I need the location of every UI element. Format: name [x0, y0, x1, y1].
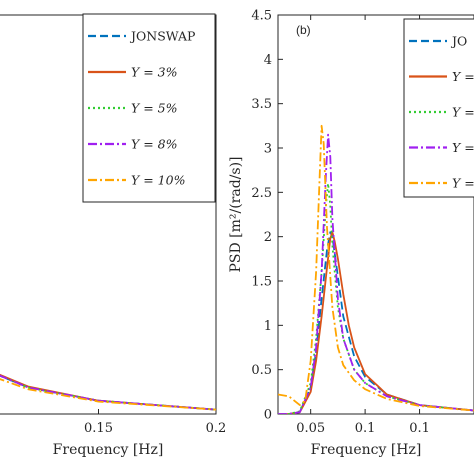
y-tick-label: 1: [264, 319, 272, 334]
x-tick-label: 0.1: [355, 421, 376, 436]
x-axis-title: Frequency [Hz]: [53, 442, 164, 458]
series-group: [0, 373, 216, 411]
x-axis-title: Frequency [Hz]: [311, 442, 422, 458]
axes-box: [277, 14, 474, 415]
legend-label: Y = 10%: [131, 173, 185, 188]
x-tick-label: 0.1: [409, 421, 430, 436]
series-line: [0, 378, 216, 411]
legend-label: Y =: [452, 105, 474, 120]
series-line: [278, 133, 474, 414]
legend-label: Y = 3%: [131, 65, 178, 80]
legend-label: Y =: [452, 140, 474, 155]
panel-label: (b): [296, 23, 311, 37]
series-line: [0, 374, 216, 411]
legend-label: Y =: [452, 176, 474, 191]
legend-label: Y = 8%: [131, 137, 178, 152]
y-tick-label: 2.5: [251, 186, 272, 201]
series-line: [0, 374, 216, 411]
y-tick-label: 0: [264, 408, 272, 423]
y-tick-label: 1.5: [251, 275, 272, 290]
y-tick-label: 4: [264, 53, 272, 68]
y-tick-label: 0.5: [251, 363, 272, 378]
series-group: [278, 124, 474, 414]
x-tick-label: 0.15: [84, 421, 113, 436]
legend-label: Y = 5%: [131, 101, 178, 116]
x-tick-label: 0.05: [296, 421, 325, 436]
legend-label: JO: [450, 34, 467, 49]
series-line: [278, 124, 474, 412]
y-tick-label: 2: [264, 230, 272, 245]
x-tick-label: 0.2: [206, 421, 227, 436]
y-axis-title: PSD [m²/(rad/s)]: [228, 156, 244, 272]
y-tick-label: 4.5: [251, 9, 272, 24]
y-tick-label: 3.5: [251, 97, 272, 112]
series-line: [0, 374, 216, 411]
y-tick-label: 3: [264, 142, 272, 157]
panel-b: 0.05 0.1 0.1 0 0.5 1 1.5 2 2.5 3 3.5 4 4.5 Frequency …: [228, 9, 474, 458]
legend-label: Y =: [452, 69, 474, 84]
axes-box: [0, 14, 217, 415]
series-line: [0, 373, 216, 411]
legend-label: JONSWAP: [129, 29, 195, 44]
legend-box: [403, 18, 474, 198]
